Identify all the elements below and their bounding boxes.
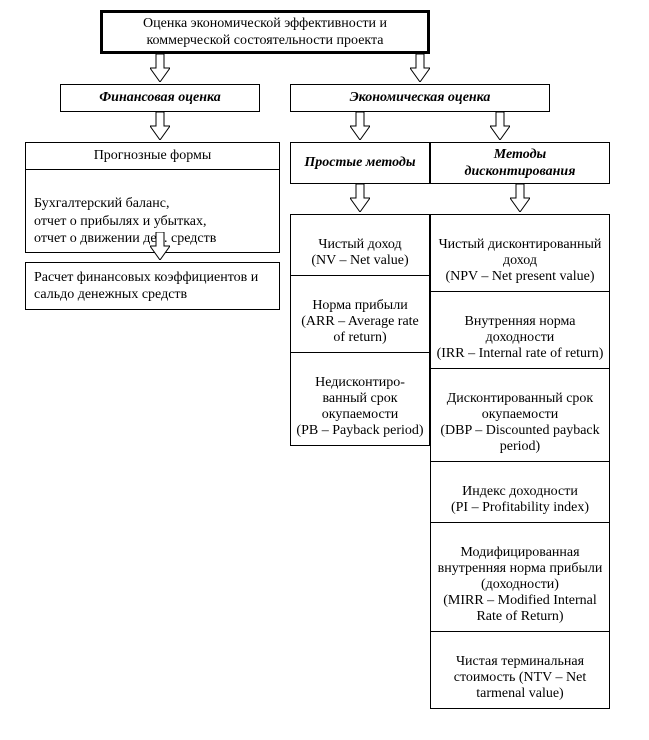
discount-item-text: Чистая терминальная стоимость (NTV – Net… bbox=[454, 654, 586, 701]
discount-item: Модифицированная внутренняя норма прибыл… bbox=[431, 523, 609, 632]
calc-box: Расчет финансовых коэффициентов и сальдо… bbox=[25, 262, 280, 310]
discount-item-text: Модифицированная внутренняя норма прибыл… bbox=[438, 545, 603, 624]
discount-item: Чистая терминальная стоимость (NTV – Net… bbox=[431, 632, 609, 708]
forecast-title: Прогнозные формы bbox=[94, 148, 212, 163]
arrow-financial-down bbox=[150, 112, 170, 140]
economic-label: Экономическая оценка bbox=[350, 89, 491, 107]
forecast-body: Бухгалтерский баланс, отчет о прибылях и… bbox=[34, 196, 216, 246]
root-text: Оценка экономической эффективности и ком… bbox=[109, 15, 421, 50]
discount-item-text: Чистый дисконтированный доход (NPV – Net… bbox=[439, 237, 602, 284]
discount-item: Внутренняя норма доходности (IRR – Inter… bbox=[431, 292, 609, 369]
discount-item: Чистый дисконтированный доход (NPV – Net… bbox=[431, 215, 609, 292]
discount-item-text: Дисконтированный срок окупаемости (DBP –… bbox=[440, 391, 599, 454]
arrow-root-economic bbox=[410, 54, 430, 82]
financial-label: Финансовая оценка bbox=[99, 89, 221, 107]
discount-item: Дисконтированный срок окупаемости (DBP –… bbox=[431, 369, 609, 462]
simple-item: Чистый доход (NV – Net value) bbox=[291, 215, 429, 276]
economic-box: Экономическая оценка bbox=[290, 84, 550, 112]
arrow-forecast-calc bbox=[150, 232, 170, 260]
discount-item: Индекс доходности (PI – Profitability in… bbox=[431, 462, 609, 523]
discount-list: Чистый дисконтированный доход (NPV – Net… bbox=[430, 214, 610, 709]
simple-item-text: Недисконтиро-ванный срок окупаемости (PB… bbox=[296, 375, 423, 438]
simple-item: Норма прибыли (ARR – Average rate of ret… bbox=[291, 276, 429, 353]
simple-title: Простые методы bbox=[304, 154, 415, 172]
financial-box: Финансовая оценка bbox=[60, 84, 260, 112]
arrow-root-financial bbox=[150, 54, 170, 82]
simple-list: Чистый доход (NV – Net value) Норма приб… bbox=[290, 214, 430, 446]
arrow-economic-simple bbox=[350, 112, 370, 140]
discount-item-text: Индекс доходности (PI – Profitability in… bbox=[451, 484, 589, 515]
arrow-simple-list bbox=[350, 184, 370, 212]
simple-item-text: Чистый доход (NV – Net value) bbox=[311, 237, 408, 268]
discount-header: Методы дисконтирования bbox=[430, 142, 610, 184]
arrow-economic-discount bbox=[490, 112, 510, 140]
simple-item-text: Норма прибыли (ARR – Average rate of ret… bbox=[301, 298, 419, 345]
calc-text: Расчет финансовых коэффициентов и сальдо… bbox=[34, 269, 271, 304]
discount-title: Методы дисконтирования bbox=[437, 146, 603, 181]
root-box: Оценка экономической эффективности и ком… bbox=[100, 10, 430, 54]
discount-item-text: Внутренняя норма доходности (IRR – Inter… bbox=[437, 314, 604, 361]
arrow-discount-list bbox=[510, 184, 530, 212]
simple-header: Простые методы bbox=[290, 142, 430, 184]
simple-item: Недисконтиро-ванный срок окупаемости (PB… bbox=[291, 353, 429, 445]
